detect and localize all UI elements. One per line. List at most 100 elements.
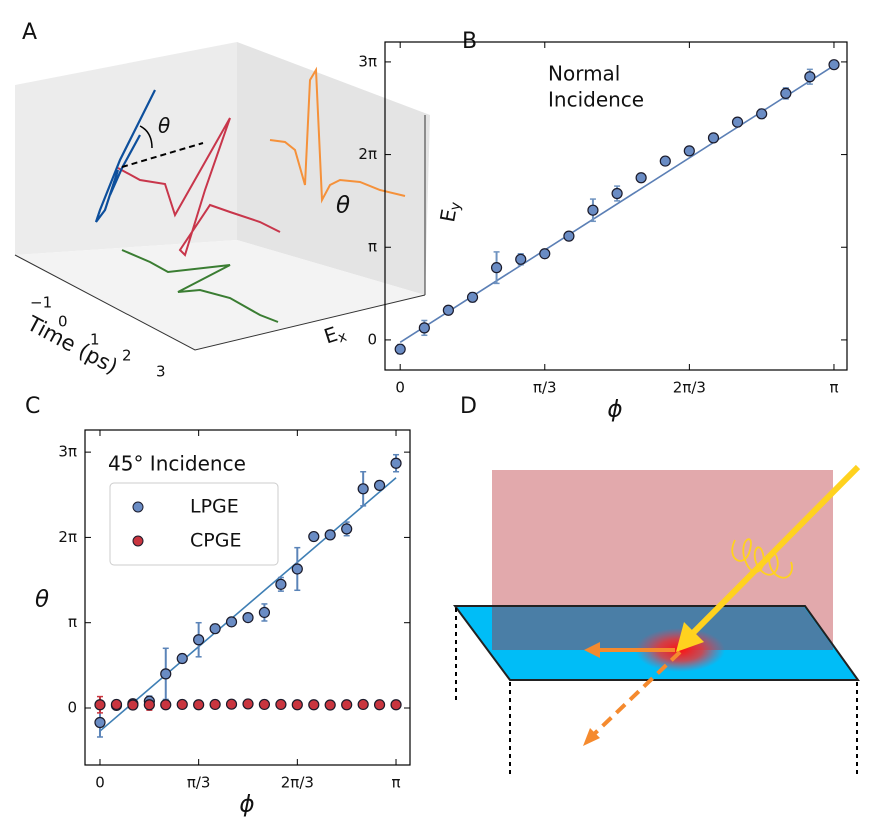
point bbox=[258, 698, 271, 711]
point bbox=[341, 523, 353, 535]
point bbox=[466, 291, 479, 303]
point bbox=[828, 59, 840, 71]
point bbox=[731, 116, 744, 128]
point bbox=[291, 699, 303, 711]
point bbox=[209, 698, 221, 711]
y-axis-label: θ bbox=[35, 587, 49, 613]
point bbox=[110, 698, 123, 711]
x-tick-label: 2π/3 bbox=[673, 379, 706, 397]
panel-a: θ A −1 0 1 2 3 Time (ps) Ex Ey bbox=[14, 20, 465, 381]
point bbox=[611, 187, 623, 200]
curve-orange bbox=[269, 66, 406, 204]
point bbox=[275, 698, 287, 711]
annotation: Normal bbox=[548, 62, 620, 86]
fit-line bbox=[99, 477, 397, 732]
annotation: 45° Incidence bbox=[108, 452, 246, 476]
curve-red bbox=[117, 117, 281, 257]
y-tick-label: 3π bbox=[58, 443, 77, 461]
point bbox=[127, 699, 139, 711]
angle-arc bbox=[139, 125, 153, 149]
ey-label: Ey bbox=[435, 199, 465, 224]
time-tick: 0 bbox=[58, 313, 68, 331]
point bbox=[357, 483, 369, 495]
angle-label: θ bbox=[158, 114, 170, 138]
curve-blue bbox=[94, 89, 156, 223]
point bbox=[275, 578, 287, 590]
x-tick-label: π/3 bbox=[187, 774, 211, 792]
arrowhead bbox=[676, 622, 704, 652]
angle-ref bbox=[121, 142, 204, 168]
annotation: Incidence bbox=[548, 88, 644, 112]
helix bbox=[731, 538, 793, 579]
point bbox=[291, 563, 303, 575]
x-tick-label: π bbox=[392, 774, 401, 792]
point bbox=[587, 204, 599, 216]
point bbox=[394, 343, 406, 355]
point bbox=[442, 304, 454, 316]
time-tick: 2 bbox=[122, 347, 132, 365]
x-tick-label: 2π/3 bbox=[281, 774, 314, 792]
y-tick-label: 0 bbox=[67, 698, 77, 716]
time-tick: 3 bbox=[156, 363, 166, 381]
point bbox=[308, 530, 320, 543]
legend-label: CPGE bbox=[190, 530, 241, 552]
reflected-beam bbox=[588, 650, 682, 740]
point bbox=[308, 699, 320, 711]
point bbox=[176, 698, 188, 711]
plot-frame bbox=[384, 41, 848, 371]
point bbox=[490, 262, 503, 274]
point bbox=[659, 155, 671, 167]
point bbox=[324, 699, 336, 711]
incident-beam bbox=[689, 464, 861, 637]
point bbox=[160, 668, 172, 680]
x-axis-label: ϕ bbox=[607, 397, 622, 423]
y-tick-label: 3π bbox=[358, 52, 377, 70]
point bbox=[176, 652, 188, 665]
ey-sub: y bbox=[447, 201, 464, 212]
point bbox=[258, 606, 271, 619]
arrowhead bbox=[584, 642, 600, 658]
point bbox=[373, 479, 386, 491]
plot-frame bbox=[84, 429, 411, 766]
x-axis-label: ϕ bbox=[239, 792, 254, 818]
y-tick-label: 2π bbox=[58, 528, 77, 546]
ey-base: E bbox=[435, 207, 461, 224]
point bbox=[780, 87, 792, 100]
x-tick-label: 0 bbox=[95, 774, 105, 792]
point bbox=[635, 172, 647, 184]
time-tick: 1 bbox=[90, 331, 100, 349]
x-tick-label: π bbox=[829, 379, 838, 397]
point bbox=[707, 132, 720, 144]
point bbox=[418, 322, 430, 334]
point bbox=[160, 699, 172, 711]
ex-label: Ex bbox=[321, 319, 349, 351]
x-tick-label: π/3 bbox=[533, 379, 557, 397]
legend-box bbox=[109, 482, 279, 566]
time-tick: −1 bbox=[30, 294, 52, 312]
point bbox=[341, 699, 353, 711]
panel-label: D bbox=[460, 394, 477, 419]
y-tick-label: 2π bbox=[358, 145, 377, 163]
point bbox=[209, 623, 221, 635]
point bbox=[357, 698, 369, 711]
panel-d: D bbox=[453, 394, 861, 776]
point bbox=[390, 457, 402, 469]
point bbox=[539, 248, 551, 260]
point bbox=[193, 634, 205, 646]
time-label: Time (ps) bbox=[22, 311, 121, 379]
point bbox=[683, 145, 695, 157]
y-tick-label: π bbox=[68, 613, 77, 631]
point bbox=[242, 611, 254, 624]
legend-marker bbox=[132, 535, 144, 547]
legend-marker bbox=[132, 501, 144, 513]
point bbox=[804, 71, 816, 83]
y-axis-label: θ bbox=[336, 193, 350, 219]
legend-label: LPGE bbox=[190, 496, 239, 518]
side-wall bbox=[237, 42, 430, 295]
point bbox=[225, 616, 238, 628]
point bbox=[390, 699, 402, 711]
curve-green bbox=[121, 249, 279, 323]
point bbox=[94, 716, 106, 729]
point bbox=[756, 108, 768, 120]
